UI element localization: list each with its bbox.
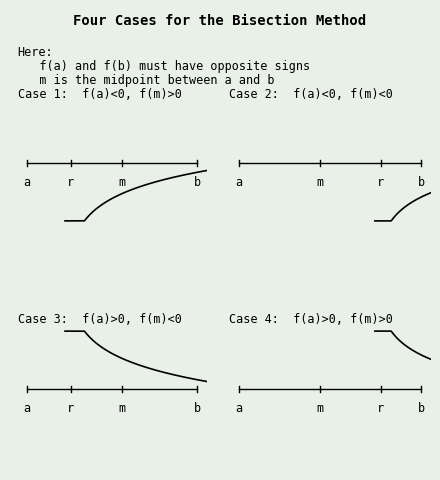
Text: m: m [316, 176, 323, 189]
Text: m: m [118, 176, 125, 189]
Text: b: b [418, 176, 425, 189]
Text: a: a [235, 402, 242, 415]
Text: Case 1:  f(a)<0, f(m)>0: Case 1: f(a)<0, f(m)>0 [18, 88, 181, 101]
Text: b: b [418, 402, 425, 415]
Text: r: r [377, 402, 384, 415]
Text: b: b [194, 402, 201, 415]
Text: m: m [316, 402, 323, 415]
Text: r: r [377, 176, 384, 189]
Text: b: b [194, 176, 201, 189]
Text: f(a) and f(b) must have opposite signs: f(a) and f(b) must have opposite signs [18, 60, 310, 73]
Text: r: r [67, 402, 74, 415]
Text: a: a [23, 176, 31, 189]
Text: Four Cases for the Bisection Method: Four Cases for the Bisection Method [73, 14, 367, 28]
Text: r: r [67, 176, 74, 189]
Text: Here:: Here: [18, 46, 53, 59]
Text: Case 4:  f(a)>0, f(m)>0: Case 4: f(a)>0, f(m)>0 [229, 313, 392, 326]
Text: a: a [23, 402, 31, 415]
Text: m is the midpoint between a and b: m is the midpoint between a and b [18, 74, 274, 87]
Text: a: a [235, 176, 242, 189]
Text: m: m [118, 402, 125, 415]
Text: Case 3:  f(a)>0, f(m)<0: Case 3: f(a)>0, f(m)<0 [18, 313, 181, 326]
Text: Case 2:  f(a)<0, f(m)<0: Case 2: f(a)<0, f(m)<0 [229, 88, 392, 101]
